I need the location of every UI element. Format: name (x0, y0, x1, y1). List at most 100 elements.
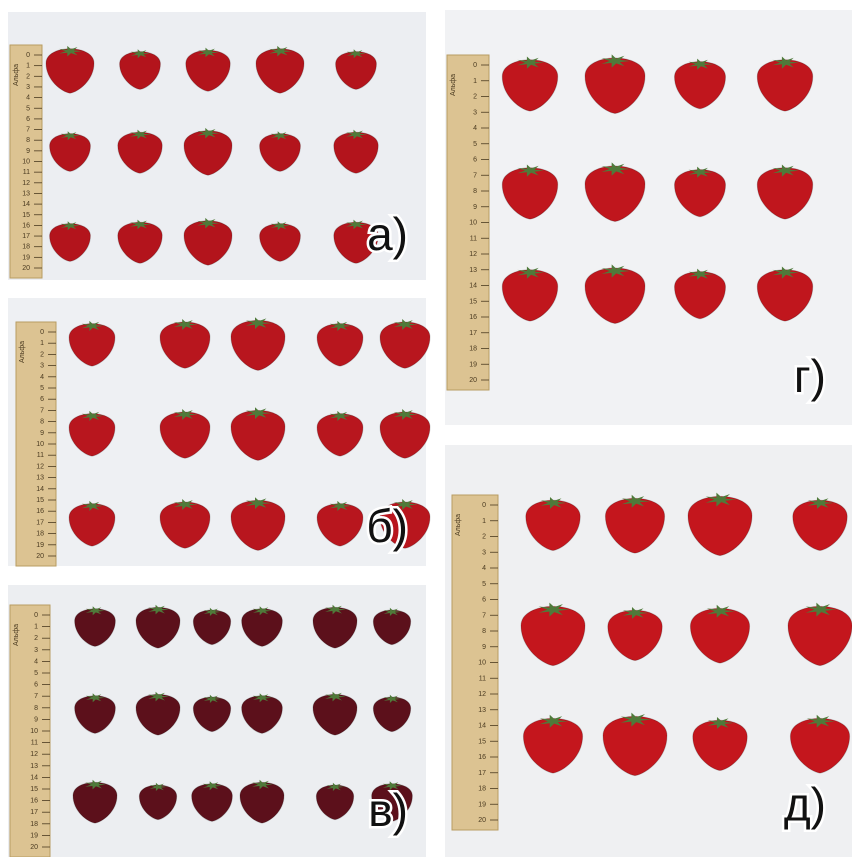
ruler-number: 13 (36, 475, 44, 482)
ruler-number: 10 (22, 159, 30, 166)
ruler-number: 8 (26, 137, 30, 144)
ruler-number: 10 (478, 660, 486, 667)
ruler-number: 7 (473, 172, 477, 179)
ruler-number: 0 (482, 502, 486, 509)
ruler-number: 14 (36, 486, 44, 493)
ruler-number: 16 (469, 314, 477, 321)
ruler-number: 9 (34, 716, 38, 723)
ruler-number: 20 (22, 265, 30, 272)
ruler-number: 3 (26, 84, 30, 91)
ruler-number: 6 (26, 116, 30, 123)
ruler-number: 2 (482, 534, 486, 541)
ruler-number: 14 (469, 283, 477, 290)
ruler-number: 16 (36, 508, 44, 515)
ruler-number: 8 (482, 628, 486, 635)
ruler-number: 2 (40, 351, 44, 358)
ruler-number: 11 (23, 169, 30, 176)
ruler-number: 5 (473, 141, 477, 148)
panel-label: д) (784, 778, 826, 830)
collage: Альфа01234567891011121314151617181920а)А… (0, 0, 852, 857)
page: Альфа01234567891011121314151617181920а)А… (0, 0, 852, 857)
ruler-number: 5 (34, 670, 38, 677)
ruler-number: 17 (469, 330, 477, 337)
panel-label: а) (367, 208, 408, 260)
ruler-number: 5 (40, 385, 44, 392)
ruler-number: 0 (26, 52, 30, 59)
ruler-number: 0 (473, 62, 477, 69)
photo-panel: Альфа01234567891011121314151617181920г) (445, 10, 852, 425)
ruler-number: 15 (22, 212, 30, 219)
ruler-number: 1 (473, 78, 477, 85)
ruler-number: 2 (34, 635, 38, 642)
ruler-number: 11 (470, 235, 477, 242)
ruler-number: 16 (30, 798, 38, 805)
ruler-number: 9 (40, 430, 44, 437)
ruler-number: 7 (34, 693, 38, 700)
panel-label: б) (366, 500, 408, 552)
ruler-number: 19 (469, 361, 477, 368)
ruler-number: 4 (34, 658, 38, 665)
ruler-number: 19 (22, 254, 30, 261)
ruler-number: 15 (469, 298, 477, 305)
ruler-number: 0 (34, 612, 38, 619)
ruler-number: 4 (26, 95, 30, 102)
ruler-number: 19 (478, 801, 486, 808)
ruler-brand: Альфа (13, 624, 20, 646)
ruler-number: 11 (37, 452, 44, 459)
ruler-number: 10 (30, 728, 38, 735)
ruler-number: 6 (34, 682, 38, 689)
ruler-number: 18 (30, 821, 38, 828)
ruler-number: 1 (40, 340, 44, 347)
ruler-brand: Альфа (19, 341, 26, 363)
ruler-number: 20 (30, 844, 38, 851)
ruler-number: 17 (478, 770, 486, 777)
ruler-number: 18 (478, 786, 486, 793)
ruler-number: 14 (478, 723, 486, 730)
ruler-number: 16 (478, 754, 486, 761)
ruler-number: 17 (36, 519, 44, 526)
ruler-number: 3 (482, 549, 486, 556)
ruler-number: 13 (22, 190, 30, 197)
ruler-number: 9 (482, 644, 486, 651)
ruler-number: 12 (36, 463, 44, 470)
ruler-number: 5 (482, 581, 486, 588)
ruler-number: 20 (36, 553, 44, 560)
ruler-number: 16 (22, 222, 30, 229)
ruler-number: 18 (469, 346, 477, 353)
ruler-number: 4 (482, 565, 486, 572)
ruler-number: 7 (26, 127, 30, 134)
ruler-number: 12 (30, 751, 38, 758)
ruler-number: 9 (26, 148, 30, 155)
ruler-number: 18 (22, 244, 30, 251)
ruler-number: 20 (469, 377, 477, 384)
ruler-number: 1 (482, 518, 486, 525)
photo-panel: Альфа01234567891011121314151617181920б) (8, 298, 430, 566)
ruler-number: 13 (30, 763, 38, 770)
ruler-number: 4 (40, 374, 44, 381)
ruler-brand: Альфа (450, 74, 457, 96)
ruler-number: 1 (26, 63, 30, 70)
ruler-number: 10 (469, 220, 477, 227)
ruler-number: 12 (22, 180, 30, 187)
ruler-number: 4 (473, 125, 477, 132)
panel-label: в) (368, 784, 408, 836)
ruler-number: 3 (34, 647, 38, 654)
ruler-number: 6 (40, 396, 44, 403)
ruler-number: 2 (473, 94, 477, 101)
ruler-number: 3 (473, 109, 477, 116)
ruler-number: 7 (40, 407, 44, 414)
panel-label: г) (794, 350, 826, 402)
ruler-number: 9 (473, 204, 477, 211)
ruler-number: 5 (26, 105, 30, 112)
ruler-number: 20 (478, 817, 486, 824)
ruler-number: 17 (30, 809, 38, 816)
ruler-number: 12 (478, 691, 486, 698)
ruler-number: 15 (478, 738, 486, 745)
ruler-number: 2 (26, 73, 30, 80)
ruler-number: 14 (22, 201, 30, 208)
ruler-number: 6 (473, 157, 477, 164)
ruler-number: 6 (482, 597, 486, 604)
ruler-number: 1 (34, 624, 38, 631)
